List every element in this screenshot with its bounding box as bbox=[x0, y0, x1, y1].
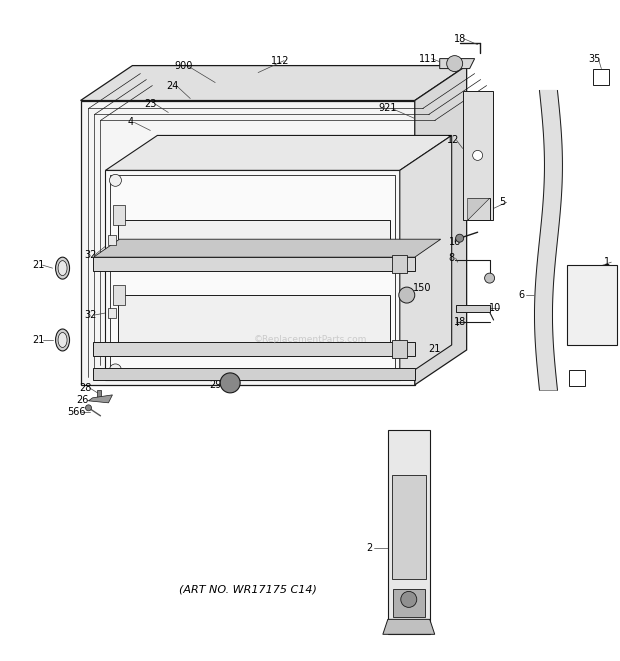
Text: 8: 8 bbox=[449, 253, 454, 263]
Ellipse shape bbox=[56, 257, 69, 279]
Bar bbox=[569, 370, 585, 386]
Bar bbox=[94, 368, 415, 380]
Text: 6: 6 bbox=[518, 290, 525, 300]
Bar bbox=[467, 198, 490, 220]
Bar bbox=[108, 235, 117, 245]
Ellipse shape bbox=[58, 332, 67, 348]
Text: 21: 21 bbox=[324, 373, 336, 383]
Polygon shape bbox=[415, 65, 467, 385]
Text: 35: 35 bbox=[588, 54, 601, 63]
Text: 18: 18 bbox=[454, 317, 466, 327]
Bar bbox=[463, 91, 493, 220]
Text: 32: 32 bbox=[84, 310, 97, 320]
Circle shape bbox=[220, 373, 240, 393]
Bar bbox=[108, 308, 117, 318]
Circle shape bbox=[110, 364, 122, 376]
Text: 111: 111 bbox=[418, 54, 437, 63]
Ellipse shape bbox=[58, 260, 67, 276]
Bar bbox=[392, 340, 407, 358]
Circle shape bbox=[86, 405, 92, 411]
Text: 900: 900 bbox=[174, 61, 192, 71]
Ellipse shape bbox=[56, 329, 69, 351]
Circle shape bbox=[401, 592, 417, 607]
Bar bbox=[113, 206, 125, 225]
Polygon shape bbox=[388, 430, 430, 635]
Polygon shape bbox=[89, 395, 112, 403]
Polygon shape bbox=[105, 171, 400, 380]
Bar bbox=[567, 265, 618, 345]
Text: 18: 18 bbox=[454, 34, 466, 44]
Text: 150: 150 bbox=[412, 283, 431, 293]
Text: 25: 25 bbox=[374, 369, 386, 379]
Text: 5: 5 bbox=[500, 197, 506, 208]
Polygon shape bbox=[400, 136, 452, 380]
Polygon shape bbox=[81, 65, 467, 100]
Text: 21: 21 bbox=[428, 344, 441, 354]
Text: 29: 29 bbox=[209, 380, 221, 390]
Text: 28: 28 bbox=[79, 383, 92, 393]
Text: 12: 12 bbox=[446, 136, 459, 145]
Text: 32: 32 bbox=[84, 250, 97, 260]
Circle shape bbox=[399, 287, 415, 303]
Polygon shape bbox=[393, 590, 425, 617]
Bar bbox=[94, 342, 415, 356]
Circle shape bbox=[456, 234, 464, 242]
Polygon shape bbox=[456, 305, 490, 312]
Circle shape bbox=[446, 56, 463, 71]
Polygon shape bbox=[383, 619, 435, 635]
Text: 2: 2 bbox=[367, 543, 373, 553]
Text: ©ReplacementParts.com: ©ReplacementParts.com bbox=[254, 336, 366, 344]
Circle shape bbox=[110, 175, 122, 186]
Circle shape bbox=[485, 273, 495, 283]
Text: 16: 16 bbox=[448, 237, 461, 247]
Text: 21: 21 bbox=[32, 260, 45, 270]
Bar bbox=[97, 390, 102, 400]
Polygon shape bbox=[392, 475, 426, 580]
Circle shape bbox=[472, 151, 482, 161]
Text: 23: 23 bbox=[144, 98, 156, 108]
Polygon shape bbox=[467, 198, 490, 220]
Polygon shape bbox=[94, 239, 441, 257]
Bar bbox=[118, 220, 390, 270]
Text: (ART NO. WR17175 C14): (ART NO. WR17175 C14) bbox=[179, 584, 317, 594]
Bar bbox=[110, 175, 395, 375]
Text: 112: 112 bbox=[271, 56, 290, 65]
Text: 21: 21 bbox=[32, 335, 45, 345]
Text: 35: 35 bbox=[568, 375, 580, 385]
Text: 566: 566 bbox=[68, 407, 86, 417]
Text: 26: 26 bbox=[76, 395, 89, 405]
Bar bbox=[392, 255, 407, 273]
Text: 10: 10 bbox=[489, 303, 501, 313]
Text: 1: 1 bbox=[604, 257, 611, 267]
Polygon shape bbox=[105, 136, 452, 171]
Bar bbox=[593, 69, 609, 85]
Bar bbox=[118, 295, 390, 345]
Bar bbox=[113, 285, 125, 305]
Polygon shape bbox=[81, 100, 415, 385]
Bar bbox=[94, 257, 415, 271]
Text: 921: 921 bbox=[379, 104, 397, 114]
Text: 4: 4 bbox=[127, 118, 133, 128]
Text: 24: 24 bbox=[166, 81, 179, 91]
Polygon shape bbox=[440, 59, 475, 69]
Polygon shape bbox=[534, 91, 562, 390]
